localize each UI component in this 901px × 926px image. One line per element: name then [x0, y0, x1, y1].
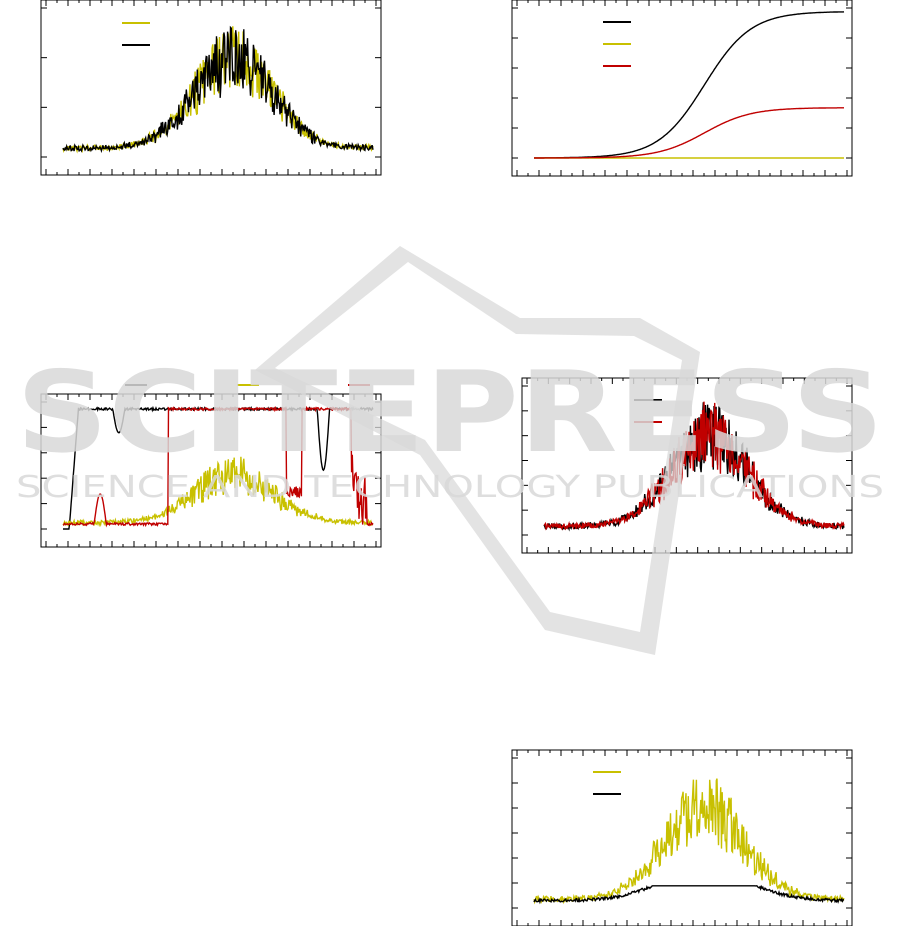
series-line-black	[534, 11, 845, 159]
panel-middle-right	[521, 377, 853, 554]
series-line-black	[62, 25, 374, 154]
plot-frame	[511, 0, 853, 177]
series-line-yellow	[533, 778, 845, 905]
series-line-black	[533, 884, 845, 905]
panel-top-right	[511, 0, 853, 177]
series-line-red	[543, 401, 845, 531]
series-line-yellow	[62, 26, 374, 154]
panel-bottom-right	[511, 749, 853, 926]
panel-middle-left	[40, 384, 382, 548]
series-line-red	[534, 107, 844, 159]
series-line-yellow	[62, 456, 374, 528]
panel-top-left	[40, 0, 382, 176]
chart-panels	[40, 0, 853, 926]
